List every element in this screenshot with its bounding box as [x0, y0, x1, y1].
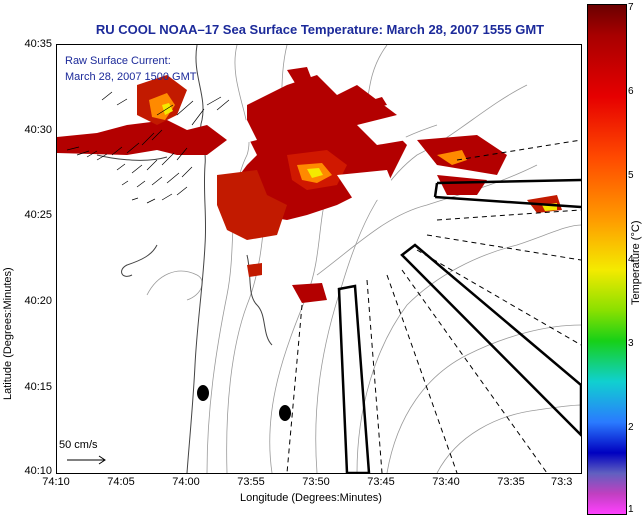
sampling-boxes — [337, 178, 581, 473]
colorbar-tick: 3 — [628, 338, 634, 349]
buoy-markers — [197, 385, 291, 421]
current-vectors — [66, 91, 230, 204]
y-tick: 40:20 — [24, 295, 52, 307]
temperature-colorbar — [587, 4, 627, 515]
colorbar-tick: 5 — [628, 170, 634, 181]
colorbar-label: Temperature (°C) — [630, 220, 642, 305]
x-tick: 73:35 — [497, 476, 525, 488]
colorbar-tick: 4 — [628, 254, 634, 265]
sst-map: Raw Surface Current: March 28, 2007 1500… — [56, 44, 582, 474]
colorbar-tick: 6 — [628, 86, 634, 97]
colorbar-tick: 2 — [628, 422, 634, 433]
y-tick: 40:30 — [24, 124, 52, 136]
dashed-sections — [286, 139, 581, 473]
current-time: March 28, 2007 1500 GMT — [65, 71, 197, 83]
y-tick: 40:10 — [24, 465, 52, 477]
y-tick: 40:25 — [24, 209, 52, 221]
x-tick: 73:40 — [432, 476, 460, 488]
y-axis-label: Latitude (Degrees:Minutes) — [2, 267, 14, 400]
sst-patches — [57, 67, 562, 303]
y-tick: 40:35 — [24, 38, 52, 50]
x-tick: 73:45 — [367, 476, 395, 488]
x-tick: 74:10 — [42, 476, 70, 488]
chart-title: RU COOL NOAA–17 Sea Surface Temperature:… — [95, 22, 545, 37]
colorbar-tick: 1 — [628, 504, 634, 515]
x-axis-label: Longitude (Degrees:Minutes) — [240, 492, 382, 504]
x-tick: 73:3 — [551, 476, 573, 488]
x-tick: 74:05 — [107, 476, 135, 488]
bathymetry-contours — [146, 45, 581, 473]
current-label: Raw Surface Current: — [65, 55, 171, 67]
map-canvas — [57, 45, 581, 473]
scale-arrow — [67, 455, 106, 465]
colorbar-tick: 7 — [628, 2, 634, 13]
y-tick: 40:15 — [24, 381, 52, 393]
cloud-gaps — [217, 115, 407, 205]
x-tick: 73:55 — [237, 476, 265, 488]
x-tick: 74:00 — [172, 476, 200, 488]
scale-label: 50 cm/s — [59, 439, 98, 451]
x-tick: 73:50 — [302, 476, 330, 488]
